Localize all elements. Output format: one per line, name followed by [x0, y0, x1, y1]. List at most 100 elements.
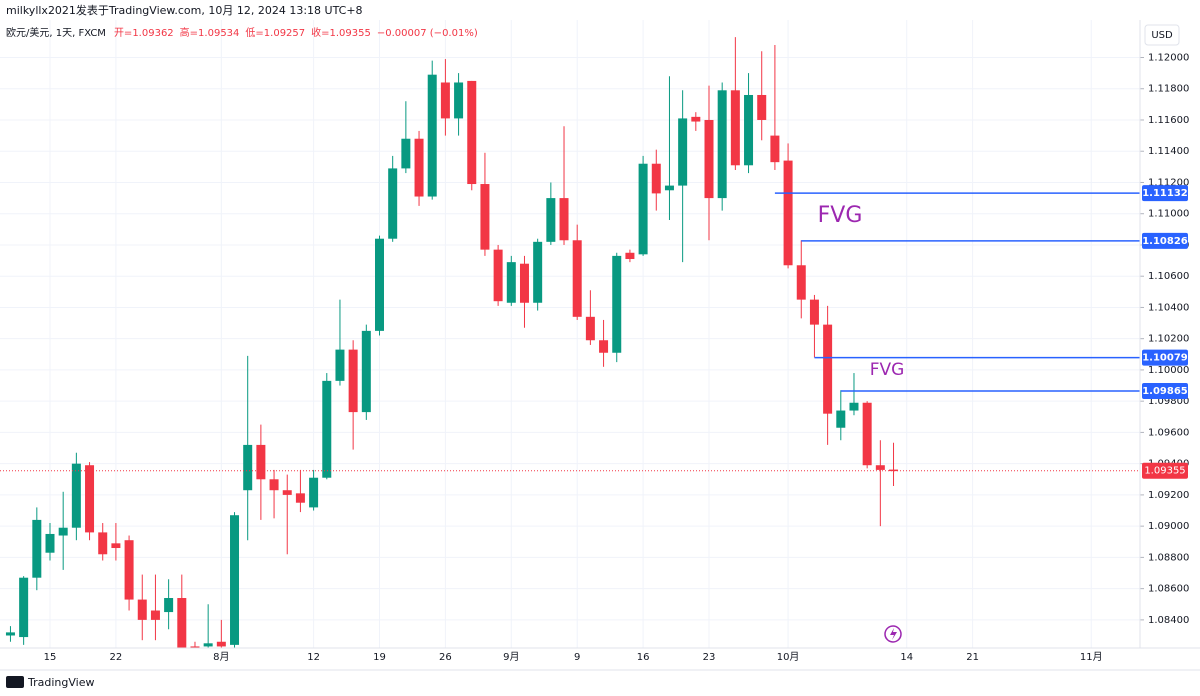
candle-body — [546, 198, 556, 242]
candle-body — [98, 532, 108, 555]
brand-logo — [6, 676, 24, 688]
level-box — [1142, 185, 1188, 202]
last-price-label: 1.09355 — [1144, 466, 1185, 477]
candle-body — [691, 116, 701, 122]
candle-body — [454, 82, 464, 119]
legend-high: 高=1.09534 — [180, 26, 240, 39]
y-tick-label: 1.10200 — [1148, 334, 1189, 345]
candle-body — [572, 240, 582, 317]
candle-body — [150, 610, 160, 620]
y-tick-label: 1.11800 — [1148, 84, 1189, 95]
currency-box — [1144, 24, 1180, 46]
candle-body — [625, 252, 635, 260]
candle-body — [269, 479, 279, 491]
y-tick-label: 1.08800 — [1148, 552, 1189, 563]
y-tick-label: 1.11000 — [1148, 209, 1189, 220]
y-tick-label: 1.08400 — [1148, 615, 1189, 626]
y-tick-label: 1.10000 — [1148, 365, 1189, 376]
candle-body — [58, 527, 68, 536]
candle-body — [71, 463, 81, 528]
candle-body — [862, 402, 872, 466]
legend-symbol: 欧元/美元, 1天, FXCM — [6, 26, 106, 39]
brand: TradingView — [27, 676, 94, 689]
candle-body — [678, 118, 688, 186]
y-tick-label: 1.12000 — [1148, 52, 1189, 63]
x-tick-label: 9 — [574, 652, 580, 663]
x-tick-label: 16 — [637, 652, 650, 663]
legend-open: 开=1.09362 — [114, 28, 174, 39]
candle-body — [480, 184, 490, 250]
candle-body — [889, 469, 899, 472]
y-tick-label: 1.09800 — [1148, 396, 1189, 407]
candle-body — [256, 444, 266, 480]
candle-body — [585, 316, 595, 341]
x-tick-label: 10月 — [777, 651, 800, 663]
legend-low: 低=1.09257 — [245, 26, 305, 39]
candle-body — [5, 632, 15, 636]
x-tick-label: 11月 — [1080, 651, 1103, 663]
candle-body — [401, 138, 411, 169]
candle-body — [809, 299, 819, 325]
candle-body — [177, 598, 187, 648]
y-tick-label: 1.09200 — [1148, 490, 1189, 501]
overlay: 1.084001.086001.088001.090001.092001.094… — [0, 52, 1189, 663]
level-label: 1.11132 — [1142, 188, 1188, 199]
x-tick-label: 12 — [307, 652, 320, 663]
candle-body — [467, 80, 477, 185]
annotation: FVG — [870, 360, 905, 380]
candle-body — [744, 94, 754, 166]
candle-body — [427, 74, 437, 197]
candle-body — [243, 444, 253, 491]
candle-body — [533, 241, 543, 303]
candle-body — [45, 533, 55, 553]
level-label: 1.09865 — [1142, 386, 1188, 397]
candle-body — [559, 198, 569, 241]
candle-body — [875, 465, 885, 470]
candle-body — [216, 641, 226, 647]
candle-body — [704, 119, 714, 199]
x-tick-label: 15 — [44, 652, 57, 663]
candle-body — [361, 330, 371, 413]
level-box — [1142, 383, 1188, 400]
candle-body — [519, 263, 529, 303]
legend-close: 收=1.09355 — [311, 26, 371, 39]
level-label: 1.10826 — [1142, 236, 1188, 247]
candle-body — [322, 380, 332, 478]
candle-body — [757, 94, 767, 120]
candle-body — [717, 90, 727, 199]
x-tick-label: 9月 — [503, 651, 519, 663]
candle-body — [32, 519, 42, 578]
x-tick-label: 19 — [373, 652, 386, 663]
candle-body — [137, 599, 147, 620]
candle-body — [295, 493, 305, 503]
x-tick-label: 14 — [900, 652, 913, 663]
y-tick-label: 1.10600 — [1148, 271, 1189, 282]
candle-body — [375, 238, 384, 331]
candle-body — [440, 82, 450, 119]
candle-body — [599, 340, 609, 353]
candle-body — [506, 262, 516, 303]
x-tick-label: 26 — [439, 652, 452, 663]
candle-body — [388, 168, 398, 239]
candle-body — [190, 646, 200, 648]
candle-body — [309, 477, 319, 508]
candle-body — [664, 185, 674, 191]
y-tick-label: 1.11600 — [1148, 115, 1189, 126]
legend-change: −0.00007 (−0.01%) — [377, 28, 478, 39]
x-tick-label: 23 — [703, 652, 716, 663]
y-tick-label: 1.09600 — [1148, 427, 1189, 438]
candle-body — [493, 249, 503, 302]
candle-body — [730, 90, 740, 166]
byline: milkyllx2021发表于TradingView.com, 10月 12, … — [6, 3, 363, 17]
candle-body — [124, 540, 134, 600]
x-tick-label: 8月 — [213, 651, 229, 663]
level-label: 1.10079 — [1142, 353, 1188, 364]
candle-body — [414, 138, 424, 197]
legend-values: 开=1.09362 高=1.09534 低=1.09257 收=1.09355 −0.0… — [114, 26, 478, 39]
level-box — [1142, 232, 1188, 249]
event-icon[interactable] — [884, 625, 902, 643]
candle-body — [651, 163, 661, 194]
candle-body — [796, 265, 806, 300]
candle-body — [19, 577, 29, 638]
currency: USD — [1151, 30, 1173, 41]
